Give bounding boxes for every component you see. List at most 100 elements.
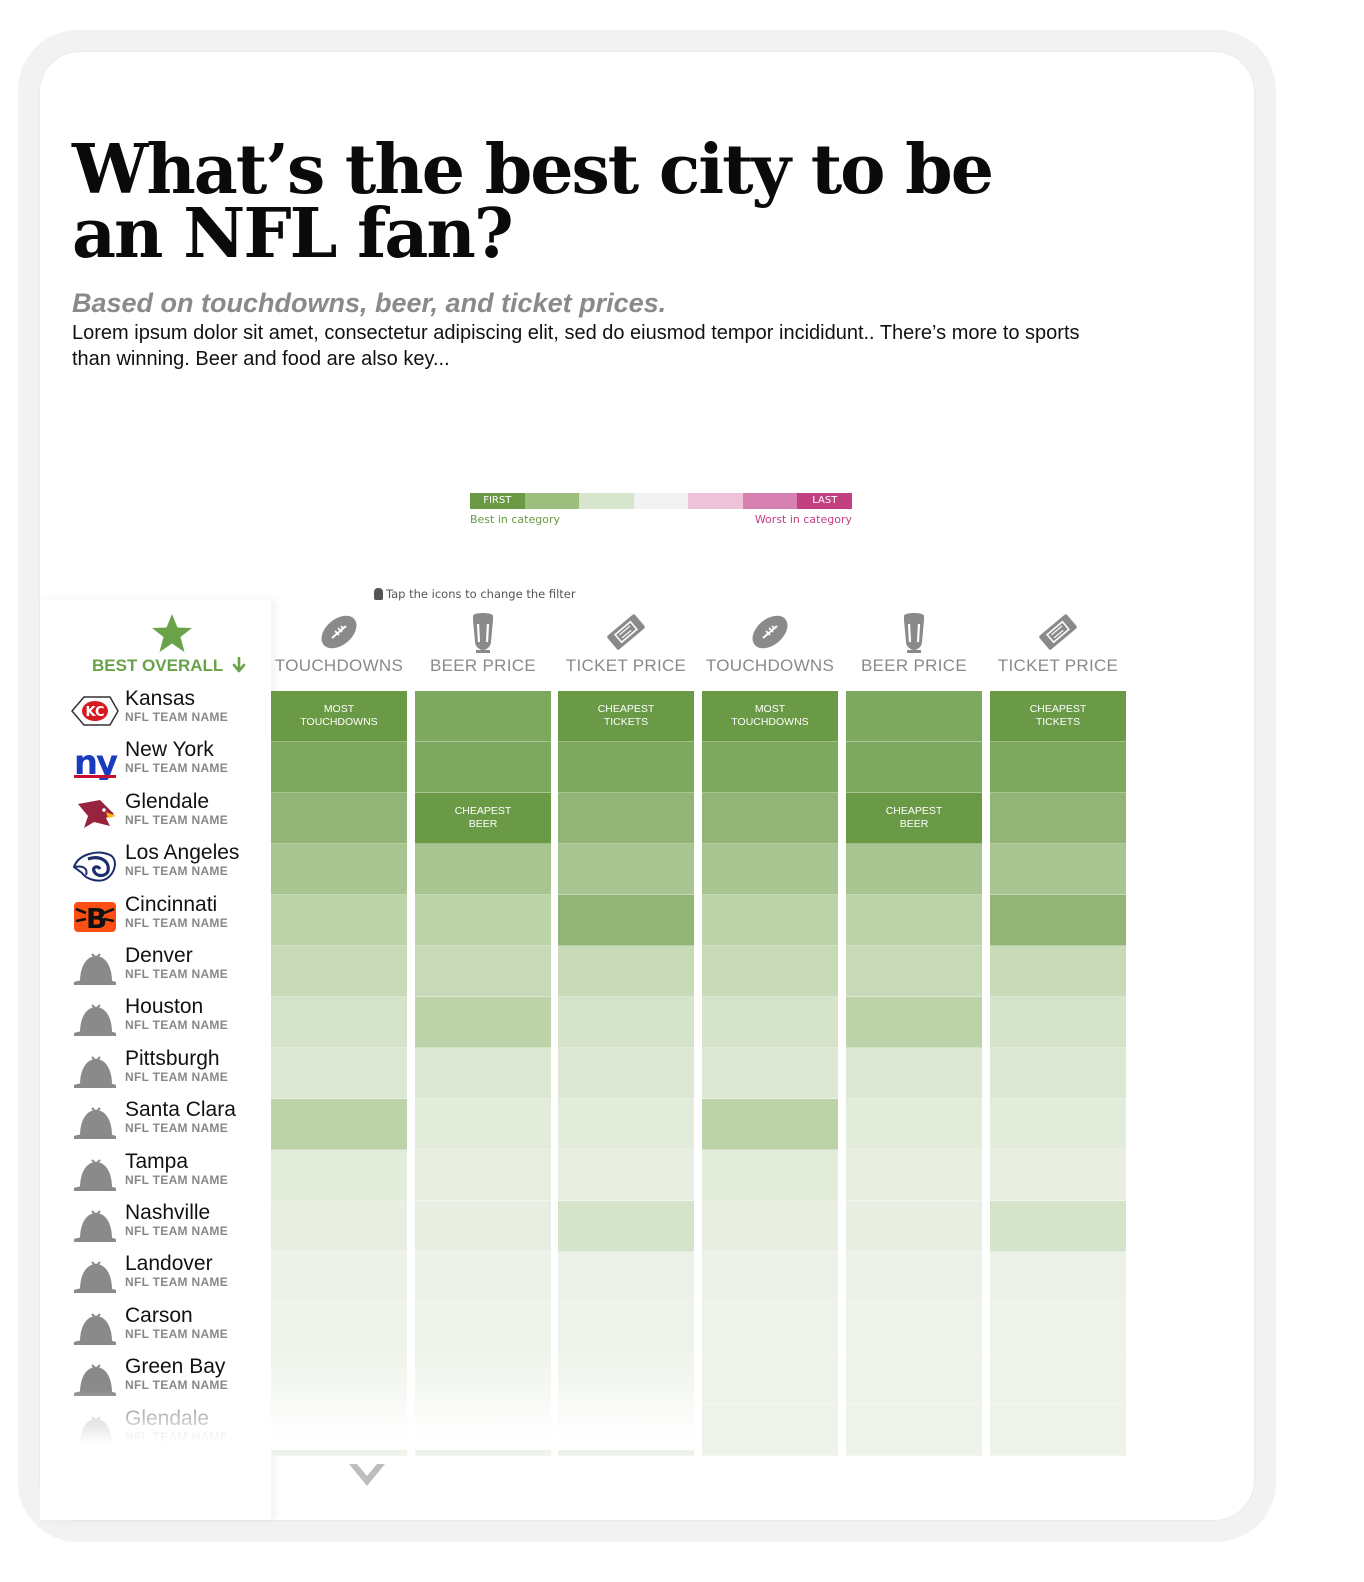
grid-cell[interactable] (990, 997, 1126, 1048)
grid-cell[interactable] (990, 844, 1126, 895)
grid-cell[interactable] (415, 997, 551, 1048)
grid-cell[interactable] (990, 793, 1126, 844)
team-row[interactable]: B Cincinnati NFL TEAM NAME (70, 893, 270, 945)
grid-cell[interactable] (702, 1252, 838, 1303)
best-overall-filter[interactable]: BEST OVERALL (92, 656, 246, 676)
grid-cell[interactable] (846, 1405, 982, 1456)
grid-cell[interactable] (702, 1201, 838, 1252)
team-row[interactable]: Los Angeles NFL TEAM NAME (70, 841, 270, 893)
grid-cell[interactable] (558, 1048, 694, 1099)
ticket-icon[interactable] (604, 610, 648, 654)
grid-cell[interactable] (702, 1405, 838, 1456)
grid-cell[interactable] (415, 1201, 551, 1252)
football-icon[interactable] (748, 610, 792, 654)
grid-cell[interactable] (846, 844, 982, 895)
grid-cell[interactable] (846, 1354, 982, 1405)
grid-cell-top[interactable]: MOST TOUCHDOWNS (702, 691, 838, 742)
grid-cell[interactable] (415, 1303, 551, 1354)
team-row[interactable]: Carson NFL TEAM NAME (70, 1304, 270, 1356)
grid-cell[interactable] (271, 793, 407, 844)
grid-cell[interactable] (702, 997, 838, 1048)
grid-cell[interactable] (271, 997, 407, 1048)
grid-cell[interactable] (846, 997, 982, 1048)
grid-cell[interactable] (702, 1150, 838, 1201)
grid-cell[interactable] (990, 1150, 1126, 1201)
grid-cell[interactable] (558, 1150, 694, 1201)
grid-cell[interactable] (702, 793, 838, 844)
team-row[interactable]: Houston NFL TEAM NAME (70, 995, 270, 1047)
grid-cell[interactable] (846, 895, 982, 946)
grid-cell[interactable] (415, 946, 551, 997)
grid-cell[interactable] (702, 742, 838, 793)
grid-cell[interactable] (846, 742, 982, 793)
grid-cell-top[interactable]: CHEAPEST TICKETS (558, 691, 694, 742)
grid-cell[interactable] (846, 1201, 982, 1252)
grid-cell[interactable] (415, 742, 551, 793)
grid-cell[interactable] (990, 1048, 1126, 1099)
grid-cell[interactable] (415, 1150, 551, 1201)
grid-cell-top[interactable]: CHEAPEST BEER (846, 793, 982, 844)
grid-cell[interactable] (558, 1252, 694, 1303)
grid-cell[interactable] (846, 1048, 982, 1099)
grid-cell[interactable] (415, 1048, 551, 1099)
team-row[interactable]: Pittsburgh NFL TEAM NAME (70, 1047, 270, 1099)
team-row[interactable]: Tampa NFL TEAM NAME (70, 1150, 270, 1202)
grid-cell[interactable] (558, 844, 694, 895)
grid-cell-top[interactable]: MOST TOUCHDOWNS (271, 691, 407, 742)
grid-cell[interactable] (990, 946, 1126, 997)
team-row[interactable]: ny New York NFL TEAM NAME (70, 738, 270, 790)
grid-cell[interactable] (415, 895, 551, 946)
column-filter-beer-price[interactable]: BEER PRICE (846, 610, 982, 676)
grid-cell[interactable] (990, 1099, 1126, 1150)
grid-cell[interactable] (702, 1099, 838, 1150)
grid-cell[interactable] (415, 1099, 551, 1150)
grid-cell[interactable] (702, 844, 838, 895)
grid-cell-top[interactable]: CHEAPEST TICKETS (990, 691, 1126, 742)
grid-cell[interactable] (558, 1201, 694, 1252)
grid-cell[interactable] (558, 742, 694, 793)
team-row[interactable]: Santa Clara NFL TEAM NAME (70, 1098, 270, 1150)
grid-cell[interactable] (271, 895, 407, 946)
column-filter-ticket-price[interactable]: TICKET PRICE (990, 610, 1126, 676)
grid-cell[interactable] (846, 946, 982, 997)
grid-cell[interactable] (271, 742, 407, 793)
grid-cell[interactable] (415, 691, 551, 742)
grid-cell-top[interactable]: CHEAPEST BEER (415, 793, 551, 844)
team-row[interactable]: KC Kansas NFL TEAM NAME (70, 687, 270, 739)
grid-cell[interactable] (990, 1405, 1126, 1456)
grid-cell[interactable] (990, 1303, 1126, 1354)
grid-cell[interactable] (415, 844, 551, 895)
grid-cell[interactable] (558, 997, 694, 1048)
grid-cell[interactable] (702, 1354, 838, 1405)
grid-cell[interactable] (558, 895, 694, 946)
team-row[interactable]: Nashville NFL TEAM NAME (70, 1201, 270, 1253)
grid-cell[interactable] (702, 946, 838, 997)
beer-glass-icon[interactable] (461, 610, 505, 654)
grid-cell[interactable] (271, 946, 407, 997)
grid-cell[interactable] (846, 1303, 982, 1354)
grid-cell[interactable] (990, 895, 1126, 946)
ticket-icon[interactable] (1036, 610, 1080, 654)
grid-cell[interactable] (990, 1354, 1126, 1405)
scroll-down-chevron-icon[interactable] (346, 1460, 388, 1490)
football-icon[interactable] (317, 610, 361, 654)
team-row[interactable]: Landover NFL TEAM NAME (70, 1252, 270, 1304)
grid-cell[interactable] (702, 895, 838, 946)
grid-cell[interactable] (846, 691, 982, 742)
grid-cell[interactable] (702, 1303, 838, 1354)
grid-cell[interactable] (990, 1201, 1126, 1252)
column-filter-touchdowns[interactable]: TOUCHDOWNS (702, 610, 838, 676)
grid-cell[interactable] (271, 1201, 407, 1252)
grid-cell[interactable] (702, 1048, 838, 1099)
grid-cell[interactable] (415, 1252, 551, 1303)
grid-cell[interactable] (846, 1252, 982, 1303)
grid-cell[interactable] (271, 1252, 407, 1303)
grid-cell[interactable] (990, 742, 1126, 793)
team-row[interactable]: Denver NFL TEAM NAME (70, 944, 270, 996)
column-filter-beer-price[interactable]: BEER PRICE (415, 610, 551, 676)
grid-cell[interactable] (271, 1099, 407, 1150)
grid-cell[interactable] (271, 1048, 407, 1099)
beer-glass-icon[interactable] (892, 610, 936, 654)
column-filter-touchdowns[interactable]: TOUCHDOWNS (271, 610, 407, 676)
